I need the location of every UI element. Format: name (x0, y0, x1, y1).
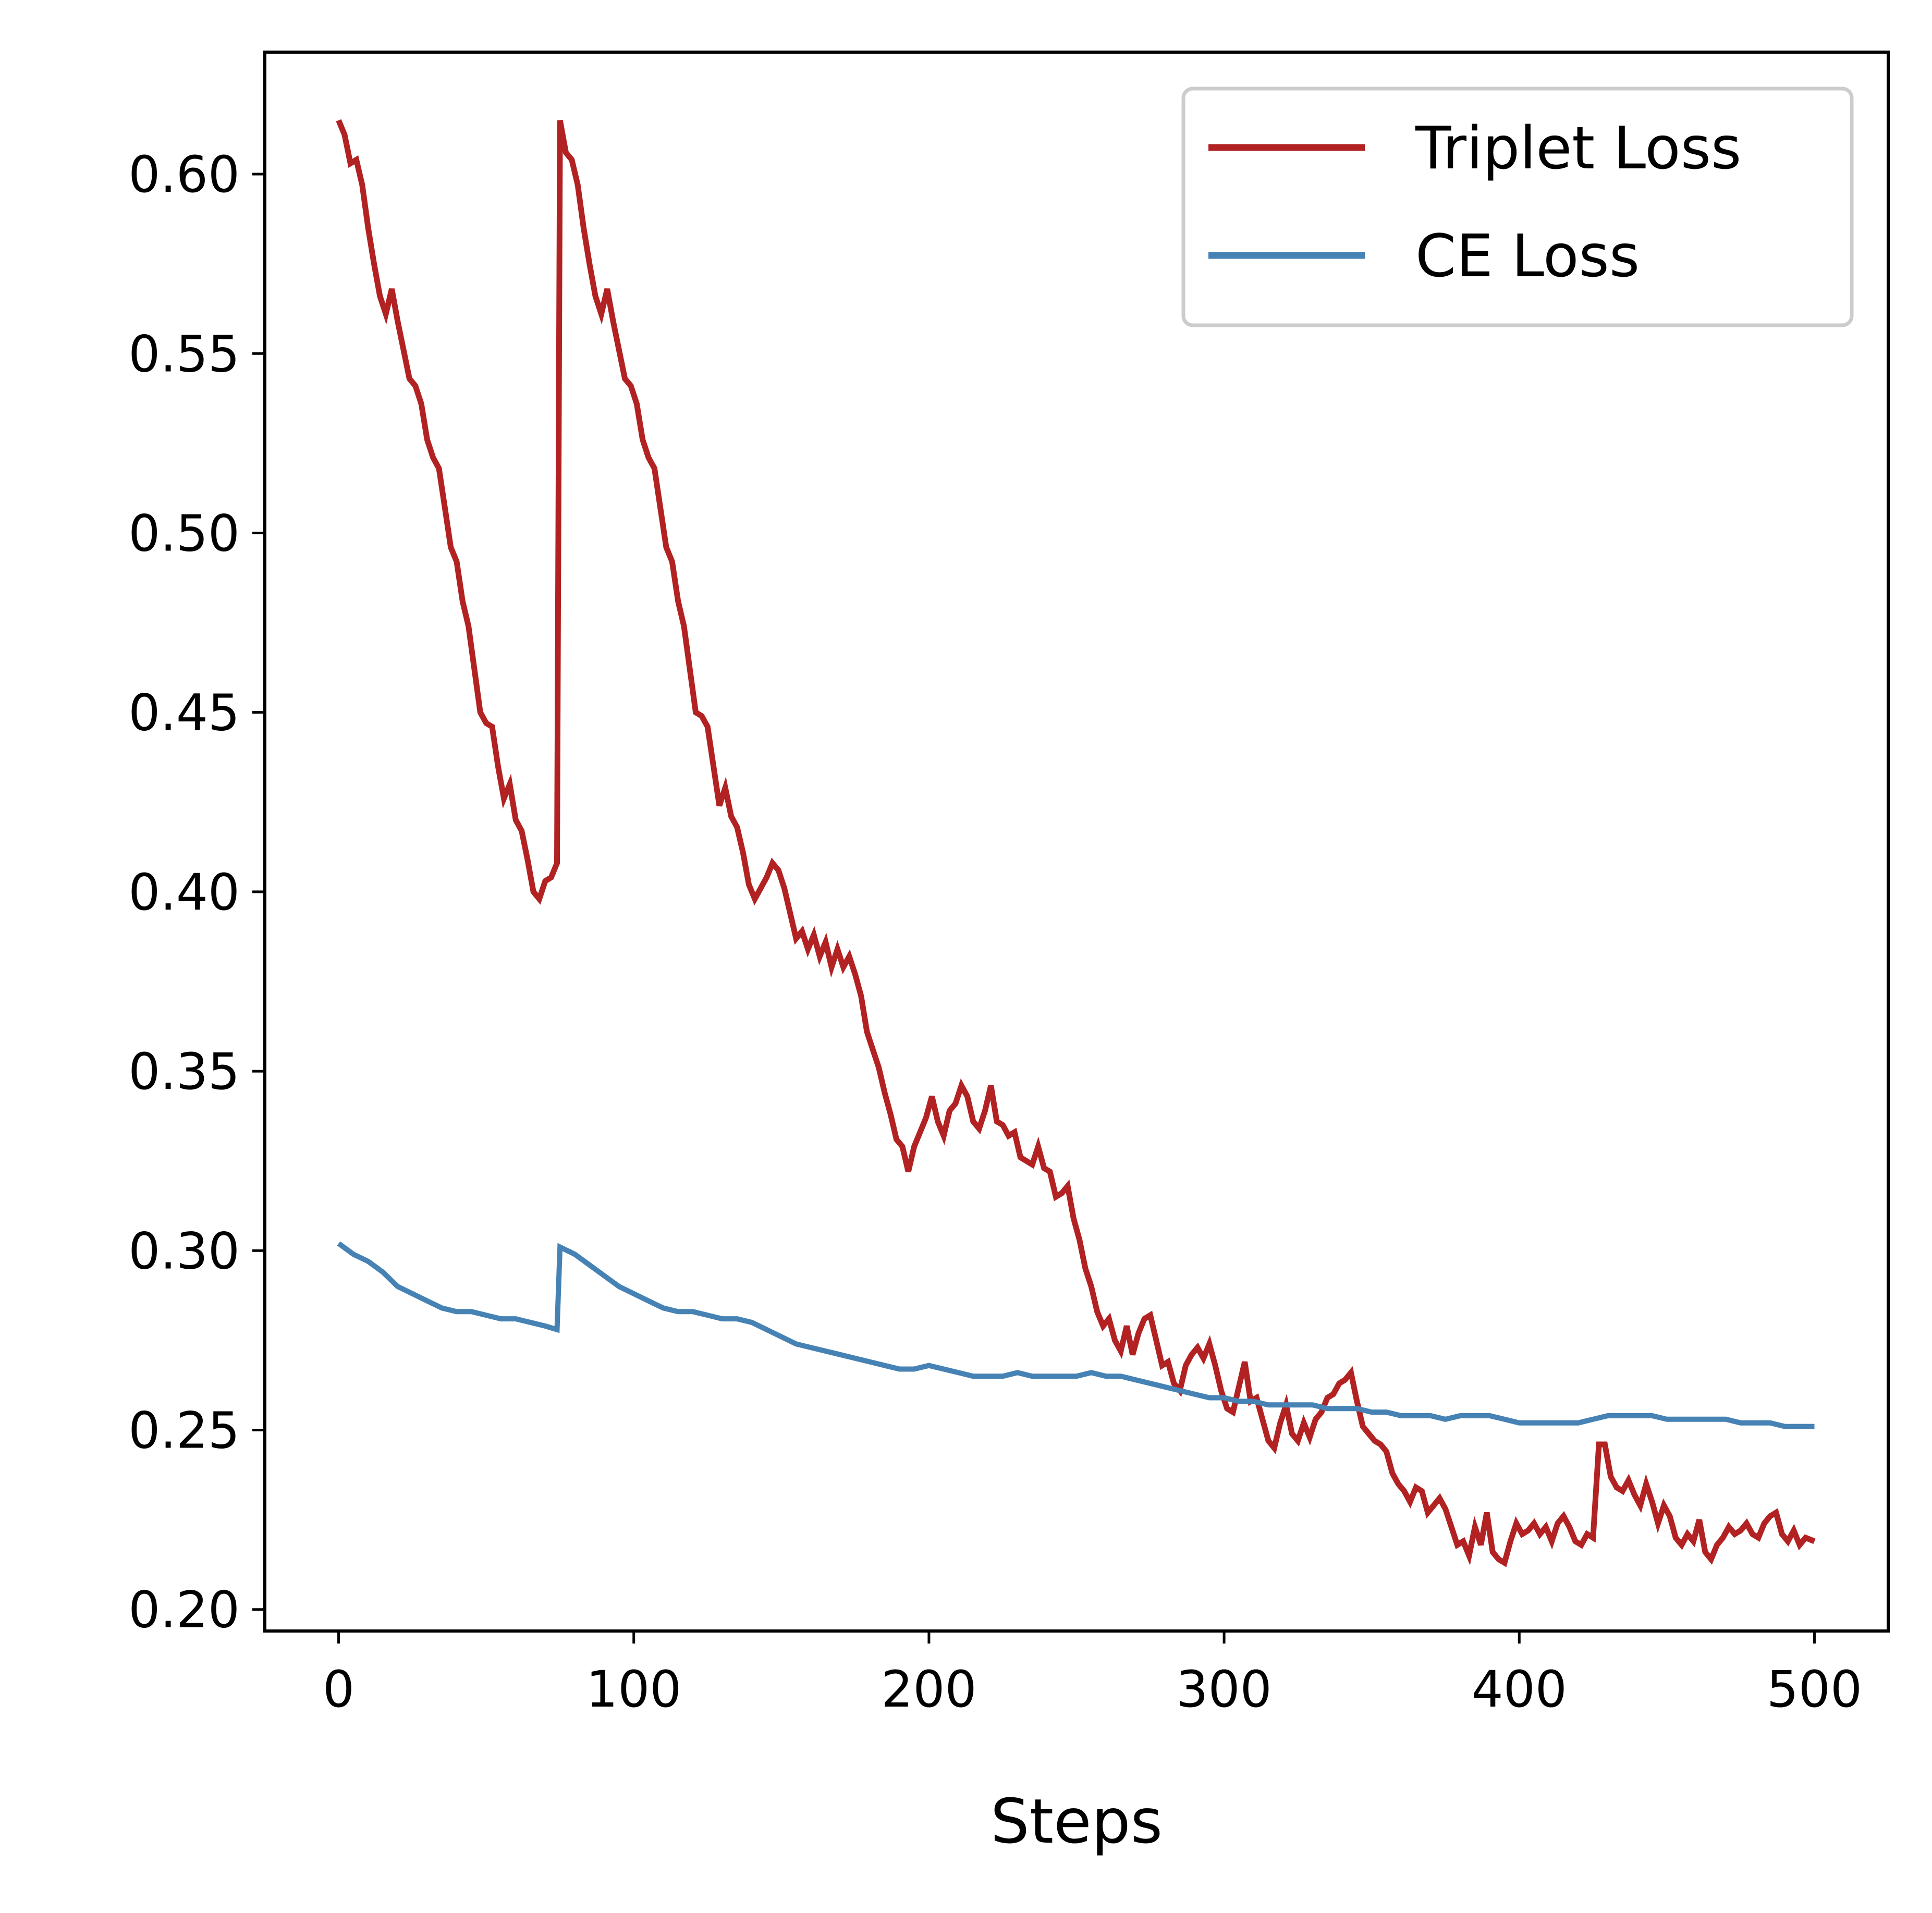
x-tick-label: 100 (586, 1660, 681, 1719)
y-tick-label: 0.35 (128, 1043, 240, 1101)
legend-label-triplet-loss: Triplet Loss (1415, 115, 1741, 182)
y-tick-label: 0.55 (128, 325, 240, 383)
y-tick-label: 0.40 (128, 863, 240, 922)
y-tick-label: 0.45 (128, 684, 240, 742)
x-tick-label: 400 (1472, 1660, 1567, 1719)
series-layer (336, 119, 1816, 1567)
x-tick-label: 300 (1176, 1660, 1271, 1719)
series-line-triplet-loss (336, 119, 1816, 1567)
x-axis-ticks: 0 100 200 300 400 500 (323, 1631, 1862, 1719)
y-tick-label: 0.25 (128, 1401, 240, 1460)
y-tick-label: 0.60 (128, 145, 240, 204)
y-axis-ticks: 0.20 0.25 0.30 0.35 0.40 0.45 0.50 0.55 0.60 (128, 145, 265, 1639)
y-tick-label: 0.30 (128, 1222, 240, 1280)
plot-frame (263, 51, 1890, 1633)
legend: Triplet Loss CE Loss (1181, 87, 1854, 327)
y-tick-label: 0.20 (128, 1581, 240, 1639)
x-tick-label: 200 (881, 1660, 976, 1719)
x-axis-label: Steps (991, 1785, 1163, 1857)
legend-label-ce-loss: CE Loss (1415, 223, 1640, 290)
y-tick-label: 0.50 (128, 504, 240, 562)
x-tick-label: 0 (323, 1660, 354, 1719)
series-line-ce-loss (337, 1241, 1815, 1429)
x-tick-label: 500 (1767, 1660, 1862, 1719)
